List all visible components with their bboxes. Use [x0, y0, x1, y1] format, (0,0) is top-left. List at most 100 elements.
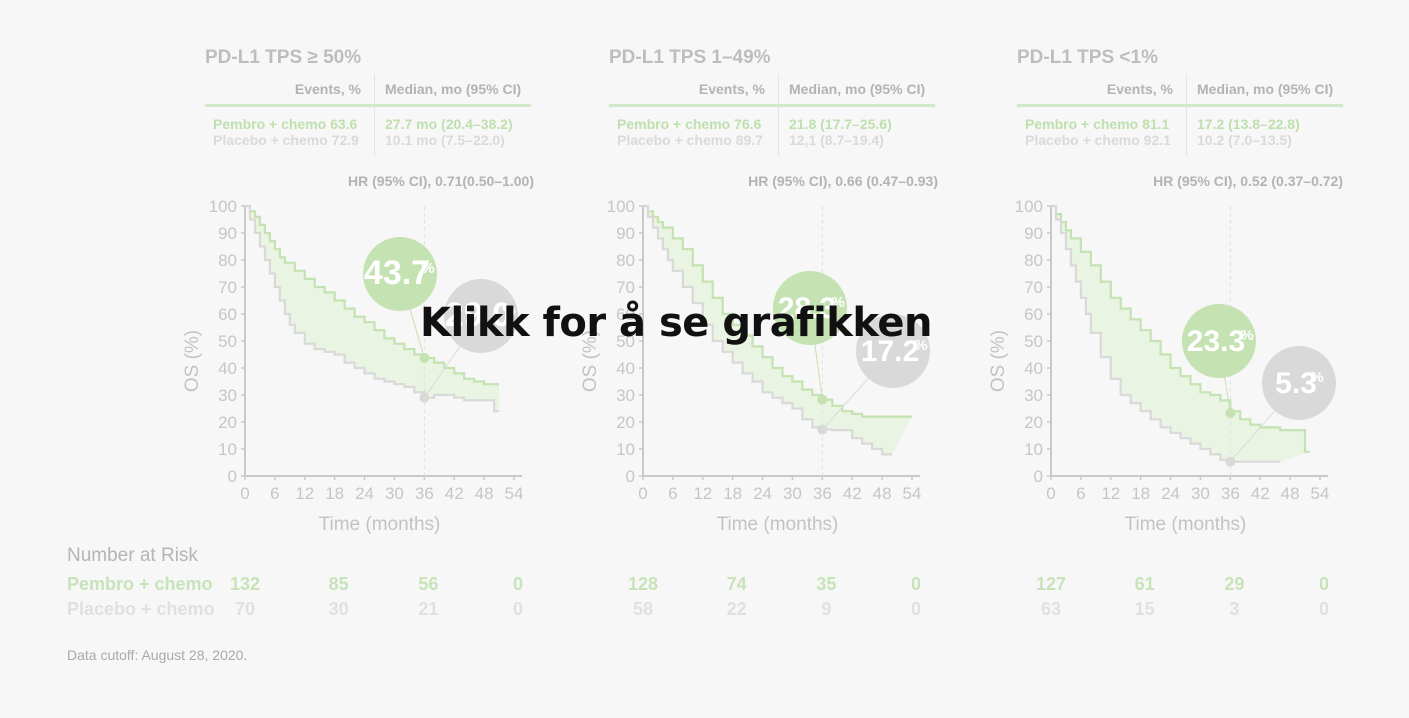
y-tick-label: 30 — [616, 386, 635, 405]
x-tick-label: 48 — [873, 484, 892, 503]
y-tick-label: 20 — [616, 413, 635, 432]
risk-count-pembro: 56 — [418, 574, 439, 594]
risk-count-pembro: 85 — [328, 574, 349, 594]
y-tick-label: 10 — [1024, 440, 1043, 459]
x-tick-label: 0 — [638, 484, 647, 503]
bubble-value: 23.3 — [1187, 325, 1245, 358]
x-axis-label: Time (months) — [1125, 514, 1247, 535]
stats-table: Events, % Median, mo (95% CI) Pembro + ch… — [205, 74, 531, 156]
x-tick-label: 42 — [843, 484, 862, 503]
bubble-pembro — [773, 271, 847, 345]
placebo-curve — [643, 204, 893, 456]
risk-count-placebo: 70 — [234, 599, 256, 619]
panel-title: PD-L1 TPS ≥ 50% — [205, 47, 362, 68]
pembro-curve — [1051, 204, 1311, 453]
risk-count-placebo: 9 — [821, 599, 832, 619]
x-tick-label: 18 — [723, 484, 742, 503]
panel-tps-1-49: PD-L1 TPS 1–49% Events, % Median, mo (95%… — [0, 0, 938, 540]
risk-count-placebo: 0 — [910, 599, 921, 619]
risk-title: Number at Risk — [67, 545, 198, 566]
header-median: Median, mo (95% CI) — [374, 74, 531, 107]
x-tick-label: 24 — [1161, 484, 1180, 503]
km-chart: 0 10 20 30 40 50 60 70 80 90 100 0 6 12 18 24 30 36 42 48 54… — [988, 197, 1336, 535]
x-tick-label: 0 — [1046, 484, 1055, 503]
x-axis-label: Time (months) — [717, 514, 839, 535]
pembro-median: 17.2 (13.8–22.8) — [1197, 116, 1300, 132]
risk-count-placebo: 15 — [1134, 599, 1155, 619]
y-tick-label: 100 — [209, 197, 237, 216]
risk-count-placebo: 21 — [418, 599, 439, 619]
header-events: Events, % — [1017, 74, 1187, 107]
risk-count-pembro: 127 — [1035, 574, 1067, 594]
click-to-view-overlay[interactable]: Klikk for å se grafikken — [419, 300, 933, 346]
risk-count-pembro: 128 — [627, 574, 659, 594]
y-axis-label: OS (%) — [182, 330, 203, 392]
x-tick-label: 30 — [1191, 484, 1210, 503]
risk-count-pembro: 74 — [726, 574, 747, 594]
x-tick-label: 30 — [783, 484, 802, 503]
y-tick-label: 10 — [218, 440, 237, 459]
x-tick-label: 12 — [295, 484, 314, 503]
x-tick-label: 6 — [1076, 484, 1085, 503]
y-tick-label: 100 — [607, 197, 635, 216]
x-tick-label: 54 — [1311, 484, 1330, 503]
risk-count-pembro: 29 — [1224, 574, 1245, 594]
x-tick-label: 0 — [240, 484, 249, 503]
bubble-placebo — [444, 279, 518, 353]
y-tick-label: 80 — [1024, 251, 1043, 270]
x-tick-label: 36 — [415, 484, 434, 503]
bubble-unit: % — [1310, 369, 1323, 386]
x-tick-label: 6 — [270, 484, 279, 503]
risk-count-pembro: 132 — [229, 574, 261, 594]
x-tick-label: 54 — [903, 484, 922, 503]
y-tick-label: 100 — [1015, 197, 1043, 216]
pembro-events: Pembro + chemo 76.6 — [609, 105, 779, 132]
placebo-median: 10.1 mo (7.5–22.0) — [385, 132, 505, 148]
x-tick-label: 42 — [1251, 484, 1270, 503]
placebo-median: 12,1 (8.7–19.4) — [789, 132, 884, 148]
bubble-unit: % — [502, 302, 515, 319]
bubble-value: 29.0 — [445, 296, 511, 334]
hazard-ratio: HR (95% CI), 0.52 (0.37–0.72) — [1153, 173, 1343, 189]
pembro-curve — [643, 204, 912, 418]
pembro-events: Pembro + chemo 81.1 — [1017, 105, 1187, 132]
y-tick-label: 30 — [218, 386, 237, 405]
x-tick-label: 12 — [1101, 484, 1120, 503]
y-tick-label: 20 — [218, 413, 237, 432]
y-tick-label: 70 — [616, 278, 635, 297]
y-tick-label: 20 — [1024, 413, 1043, 432]
y-tick-label: 70 — [218, 278, 237, 297]
risk-count-pembro: 0 — [512, 574, 523, 594]
y-tick-label: 0 — [626, 467, 635, 486]
placebo-events: Placebo + chemo 92.1 — [1017, 132, 1187, 156]
x-axis-label: Time (months) — [319, 514, 441, 535]
bubble-pembro — [1182, 304, 1256, 378]
y-tick-label: 50 — [218, 332, 237, 351]
placebo-events: Placebo + chemo 72.9 — [205, 132, 375, 156]
landmark-point — [817, 424, 828, 435]
risk-count-pembro: 0 — [910, 574, 921, 594]
placebo-median: 10.2 (7.0–13.5) — [1197, 132, 1292, 148]
y-tick-label: 80 — [616, 251, 635, 270]
y-tick-label: 50 — [616, 332, 635, 351]
km-chart: 0 10 20 30 40 50 60 70 80 90 100 0 6 12 18 24 30 36 42 48 54… — [580, 197, 930, 535]
y-tick-label: 60 — [616, 305, 635, 324]
landmark-point — [1225, 408, 1236, 419]
panel-title: PD-L1 TPS <1% — [1017, 47, 1158, 68]
bubble-value: 17.2 — [861, 335, 919, 368]
pembro-median: 21.8 (17.7–25.6) — [789, 116, 892, 132]
area-between-curves — [643, 206, 912, 455]
placebo-curve — [245, 204, 500, 413]
y-tick-label: 70 — [1024, 278, 1043, 297]
y-tick-label: 90 — [616, 224, 635, 243]
header-events: Events, % — [609, 74, 779, 107]
risk-count-placebo: 3 — [1229, 599, 1240, 619]
panel-title: PD-L1 TPS 1–49% — [609, 47, 771, 68]
y-tick-label: 30 — [1024, 386, 1043, 405]
hazard-ratio: HR (95% CI), 0.66 (0.47–0.93) — [748, 173, 938, 189]
x-tick-label: 36 — [813, 484, 832, 503]
y-tick-label: 0 — [228, 467, 237, 486]
y-axis-label: OS (%) — [988, 330, 1009, 392]
bubble-value: 43.7 — [364, 254, 430, 292]
x-tick-label: 24 — [355, 484, 374, 503]
